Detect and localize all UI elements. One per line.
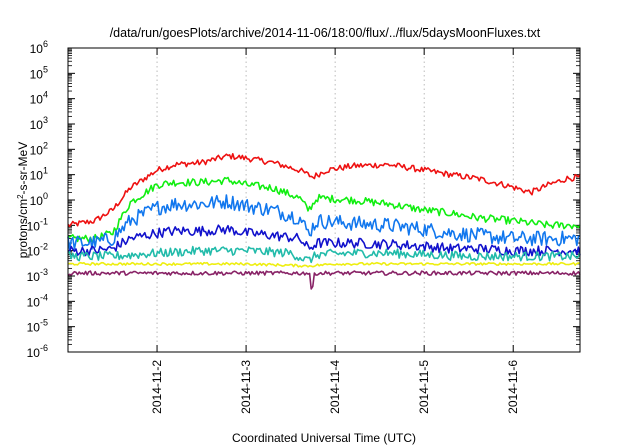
series-layer [67,153,581,290]
y-tick-label: 100 [30,191,48,208]
x-tick-label: 2014-11-4 [328,360,342,414]
y-tick-label: 104 [30,90,48,107]
series-line-7 [67,270,581,290]
series-line-5 [67,245,581,264]
chart-title: /data/run/goesPlots/archive/2014-11-06/1… [110,26,541,40]
y-tick-label: 10-4 [27,292,48,309]
series-line-3 [67,194,581,251]
y-tick-label: 10-3 [27,267,48,284]
grid [68,47,580,353]
y-axis-label: protons/cm2-s-sr-MeV [16,142,31,258]
y-tick-label: 10-5 [27,318,48,335]
x-tick-label: 2014-11-2 [150,360,164,414]
series-line-4 [67,224,581,257]
series-line-6 [68,261,581,268]
y-tick-label: 103 [30,115,48,132]
y-tick-label: 10-1 [27,216,48,233]
x-tick-label: 2014-11-6 [506,360,520,414]
series-line-2 [67,176,581,243]
y-tick-label: 102 [30,140,48,157]
series-line-1 [67,153,581,228]
x-tick-labels: 2014-11-2 2014-11-3 2014-11-4 2014-11-5 2014… [150,360,520,414]
x-axis-label: Coordinated Universal Time (UTC) [232,431,416,445]
x-tick-label: 2014-11-5 [417,360,431,414]
y-tick-label: 101 [30,166,48,183]
y-tick-label: 10-2 [27,242,48,259]
y-tick-label: 10-6 [27,343,48,360]
plot-frame [67,47,581,353]
y-tick-labels: 10-6 10-5 10-4 10-3 10-2 10-1 100 101 102 103 104 1… [27,39,48,360]
y-tick-label: 106 [30,39,48,56]
y-tick-label: 105 [30,64,48,81]
x-tick-label: 2014-11-3 [239,360,253,414]
